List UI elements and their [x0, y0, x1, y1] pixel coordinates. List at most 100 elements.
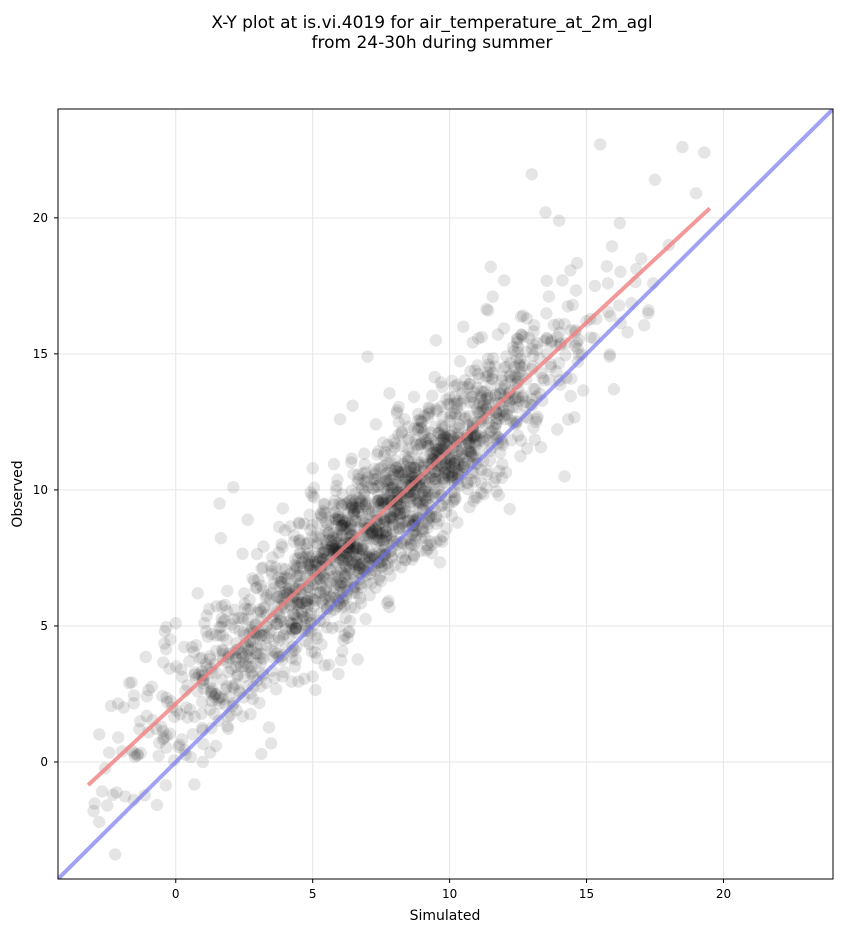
- data-point: [207, 690, 221, 704]
- data-point: [310, 537, 324, 550]
- data-point: [158, 637, 171, 650]
- data-point: [432, 426, 446, 440]
- data-point: [434, 533, 447, 547]
- data-point: [283, 582, 296, 596]
- data-point: [355, 581, 368, 594]
- data-point: [367, 473, 380, 486]
- data-point: [418, 531, 432, 544]
- data-point: [384, 511, 397, 524]
- data-point: [317, 546, 330, 559]
- data-point: [338, 522, 351, 535]
- data-point: [341, 496, 354, 509]
- data-point: [349, 549, 363, 563]
- data-point: [390, 478, 404, 491]
- data-point: [510, 336, 524, 349]
- data-point: [370, 448, 384, 461]
- x-tick-label: 10: [442, 887, 457, 901]
- data-point: [470, 428, 483, 441]
- data-point: [334, 579, 348, 593]
- data-point: [612, 299, 626, 312]
- data-point: [474, 392, 488, 405]
- data-point: [514, 450, 527, 463]
- data-point: [317, 498, 331, 511]
- y-tick-label: 15: [33, 347, 48, 361]
- data-point: [241, 603, 255, 616]
- data-point: [220, 605, 234, 618]
- data-point: [436, 410, 449, 424]
- data-point: [498, 409, 511, 423]
- data-point: [302, 536, 315, 549]
- data-point: [295, 596, 309, 609]
- data-point: [536, 394, 549, 407]
- data-point: [117, 701, 130, 714]
- data-point: [346, 544, 360, 557]
- data-point: [188, 710, 201, 723]
- data-point: [335, 528, 349, 542]
- data-point: [529, 415, 543, 428]
- data-point: [370, 473, 383, 486]
- data-point: [214, 531, 228, 545]
- data-point: [451, 397, 464, 410]
- data-point: [404, 495, 417, 509]
- data-point: [448, 457, 461, 470]
- data-point: [314, 509, 328, 522]
- data-point: [311, 516, 324, 530]
- data-point: [507, 416, 520, 430]
- data-point: [456, 387, 469, 400]
- data-point: [256, 652, 270, 665]
- data-point: [215, 612, 228, 625]
- data-point: [556, 274, 569, 287]
- data-point: [514, 434, 528, 447]
- data-point: [559, 348, 572, 362]
- data-point: [463, 377, 476, 391]
- data-point: [314, 552, 327, 566]
- data-point: [545, 334, 558, 347]
- data-point: [88, 797, 101, 810]
- data-point: [607, 383, 621, 396]
- data-point: [698, 146, 711, 159]
- data-point: [270, 617, 283, 631]
- data-point: [475, 486, 488, 499]
- data-point: [547, 318, 561, 332]
- data-point: [209, 687, 223, 701]
- data-point: [461, 476, 474, 490]
- data-point: [289, 596, 303, 609]
- data-point: [421, 521, 435, 534]
- data-point: [417, 485, 430, 498]
- data-point: [577, 384, 590, 397]
- data-point: [422, 401, 435, 414]
- data-point: [195, 707, 208, 720]
- data-point: [359, 466, 372, 479]
- data-point: [393, 460, 406, 473]
- data-point: [498, 361, 511, 374]
- data-point: [452, 422, 465, 435]
- data-point: [319, 583, 333, 596]
- data-point: [185, 640, 199, 654]
- data-point: [216, 643, 229, 656]
- data-point: [177, 640, 191, 654]
- data-point: [377, 449, 391, 462]
- data-point: [324, 534, 337, 548]
- data-point: [430, 510, 443, 523]
- data-point: [201, 630, 214, 643]
- data-point: [260, 589, 273, 602]
- data-point: [361, 497, 374, 510]
- data-point: [317, 571, 331, 584]
- data-point: [235, 660, 248, 673]
- data-point: [313, 532, 326, 545]
- data-point: [216, 692, 230, 706]
- data-point: [416, 489, 429, 502]
- data-point: [415, 436, 428, 449]
- data-point: [387, 481, 400, 494]
- data-point: [432, 482, 445, 496]
- data-point: [345, 497, 358, 510]
- data-point: [300, 542, 314, 555]
- data-point: [478, 430, 491, 443]
- data-point: [373, 534, 386, 547]
- data-point: [426, 474, 439, 487]
- data-point: [504, 368, 517, 381]
- data-point: [434, 434, 448, 447]
- data-point: [642, 307, 655, 320]
- data-point: [362, 529, 375, 542]
- data-point: [289, 621, 302, 635]
